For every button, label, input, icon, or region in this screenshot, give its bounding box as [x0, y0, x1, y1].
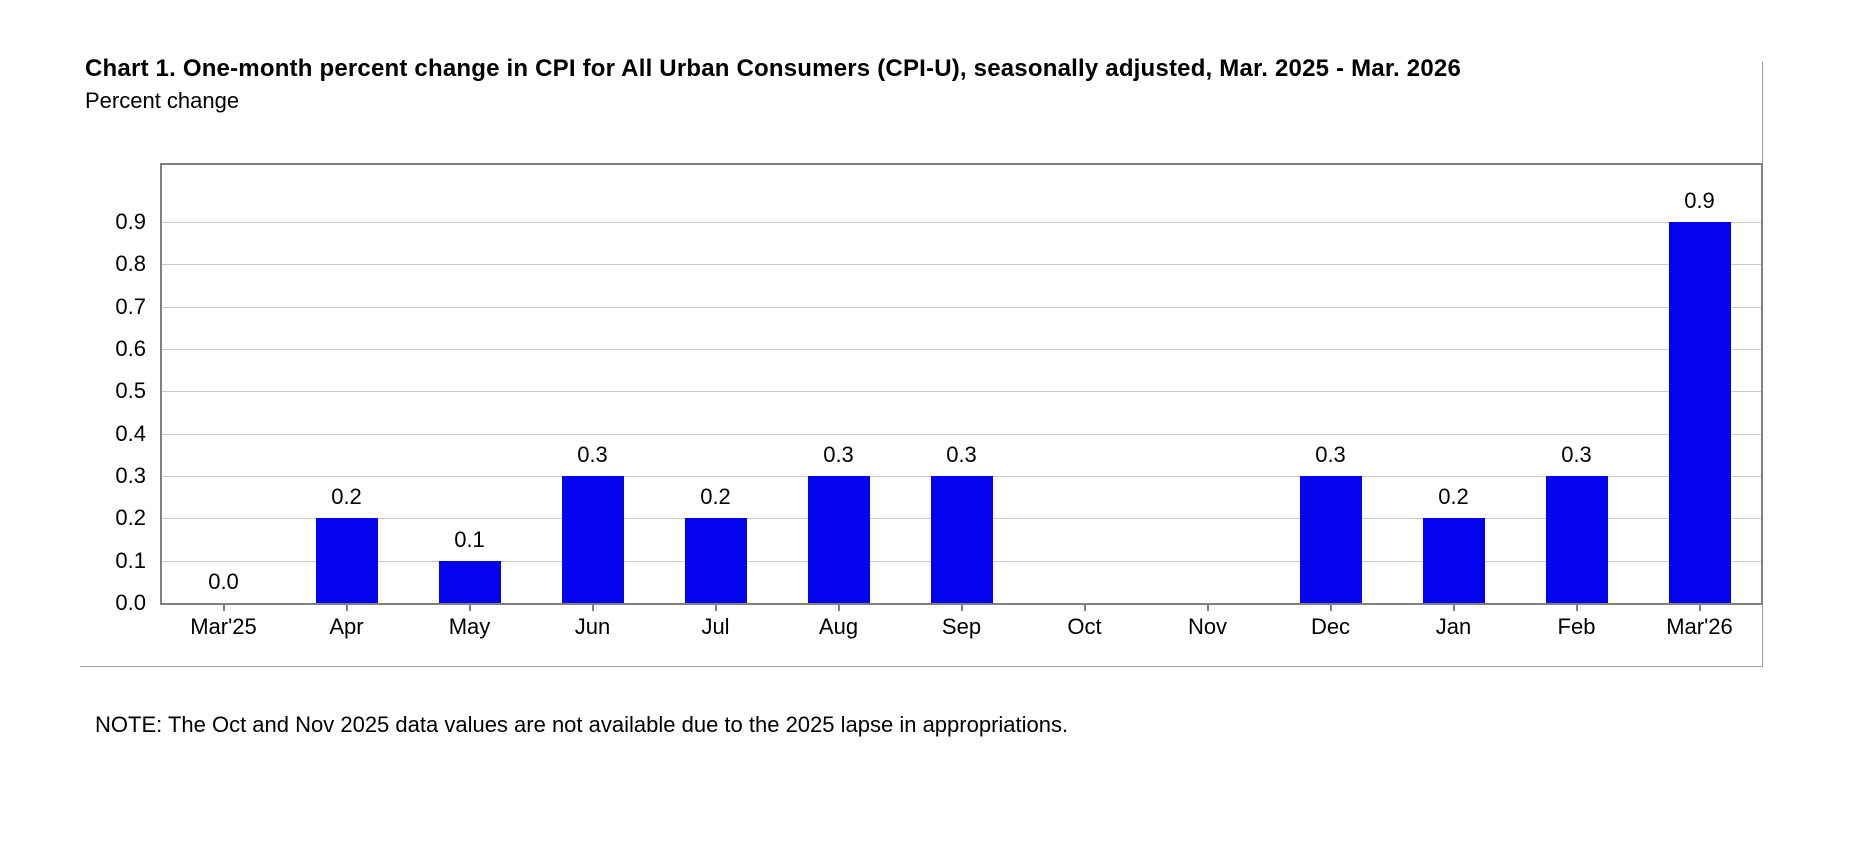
- bar-value-label: 0.0: [203, 569, 244, 595]
- gridline: [162, 306, 1761, 308]
- y-axis-tick-label: 0.4: [115, 420, 146, 446]
- x-axis-tick-label: Mar'25: [190, 614, 257, 639]
- x-axis-tick: [1575, 605, 1578, 611]
- bar-value-label: 0.1: [449, 526, 490, 553]
- bar: [684, 518, 747, 603]
- x-axis-tick-label: Mar'26: [1666, 614, 1733, 639]
- x-axis-tick: [591, 605, 594, 611]
- gridline: [162, 222, 1761, 224]
- x-axis-tick: [837, 605, 840, 611]
- x-axis-tick-label: Nov: [1187, 614, 1228, 639]
- x-axis-tick-label: Dec: [1310, 614, 1351, 639]
- y-axis-tick-label: 0.8: [115, 251, 146, 277]
- gridline: [162, 349, 1761, 351]
- bar-value-label: 0.9: [1679, 188, 1720, 215]
- bar: [1422, 518, 1485, 603]
- x-axis-tick-label: Apr: [329, 614, 364, 639]
- y-axis-caption: Percent change: [85, 88, 240, 113]
- x-axis-tick-label: Jun: [574, 614, 611, 639]
- bar-value-label: 0.2: [1433, 484, 1474, 511]
- y-axis-tick-label: 0.7: [115, 293, 146, 319]
- x-axis-tick-label: Jan: [1435, 614, 1472, 639]
- y-axis-tick-label: 0.9: [115, 209, 146, 235]
- x-axis-tick-label: Feb: [1557, 614, 1596, 639]
- x-axis-tick: [960, 605, 963, 611]
- x-axis: Mar'25 Apr May Jun Jul Aug Sep Oct Nov Dec Jan Feb M…: [160, 605, 1763, 660]
- chart-title: Chart 1. One-month percent change in CPI…: [85, 55, 1461, 82]
- y-axis-tick-label: 0.3: [115, 463, 146, 489]
- bar: [930, 476, 993, 603]
- x-axis-tick: [1206, 605, 1209, 611]
- chart-note: NOTE: The Oct and Nov 2025 data values a…: [95, 712, 1069, 737]
- x-axis-tick: [1452, 605, 1455, 611]
- bar-value-label: 0.3: [1310, 442, 1351, 469]
- y-axis-tick-label: 0.6: [115, 336, 146, 362]
- bar-value-label: 0.3: [572, 442, 613, 469]
- bar: [561, 476, 624, 603]
- y-axis-tick-label: 0.5: [115, 378, 146, 404]
- x-axis-tick: [1329, 605, 1332, 611]
- bar: [1545, 476, 1608, 603]
- y-axis-tick-label: 0.0: [115, 590, 146, 615]
- plot-area: 0.0 0.2 0.1 0.3 0.2 0.3 0.3 0.3 0.2 0.3 0.9: [160, 163, 1763, 605]
- x-axis-tick-label: Aug: [818, 614, 859, 639]
- y-axis-tick-label: 0.2: [115, 505, 146, 531]
- y-axis-labels: 0.0 0.1 0.2 0.3 0.4 0.5 0.6 0.7 0.8 0.9: [0, 165, 146, 615]
- y-axis-tick-label: 0.1: [115, 547, 146, 573]
- bar: [1668, 222, 1731, 603]
- bar-value-label: 0.3: [941, 442, 982, 469]
- bar: [315, 518, 378, 603]
- x-axis-tick: [222, 605, 225, 611]
- x-axis-tick: [1698, 605, 1701, 611]
- x-axis-tick: [468, 605, 471, 611]
- x-axis-tick: [1083, 605, 1086, 611]
- bar: [807, 476, 870, 603]
- x-axis-tick-label: May: [448, 614, 491, 639]
- bar-value-label: 0.2: [695, 484, 736, 511]
- bar: [438, 560, 501, 603]
- bar-value-label: 0.3: [818, 442, 859, 469]
- bar: [1299, 476, 1362, 603]
- gridline: [162, 264, 1761, 266]
- x-axis-tick-label: Oct: [1067, 614, 1102, 639]
- gridline: [162, 391, 1761, 393]
- x-axis-tick-label: Jul: [701, 614, 730, 639]
- x-axis-tick-label: Sep: [941, 614, 982, 639]
- gridline: [162, 433, 1761, 435]
- x-axis-tick: [714, 605, 717, 611]
- bar-value-label: 0.3: [1556, 442, 1597, 469]
- x-axis-tick: [345, 605, 348, 611]
- bar-value-label: 0.2: [326, 484, 367, 511]
